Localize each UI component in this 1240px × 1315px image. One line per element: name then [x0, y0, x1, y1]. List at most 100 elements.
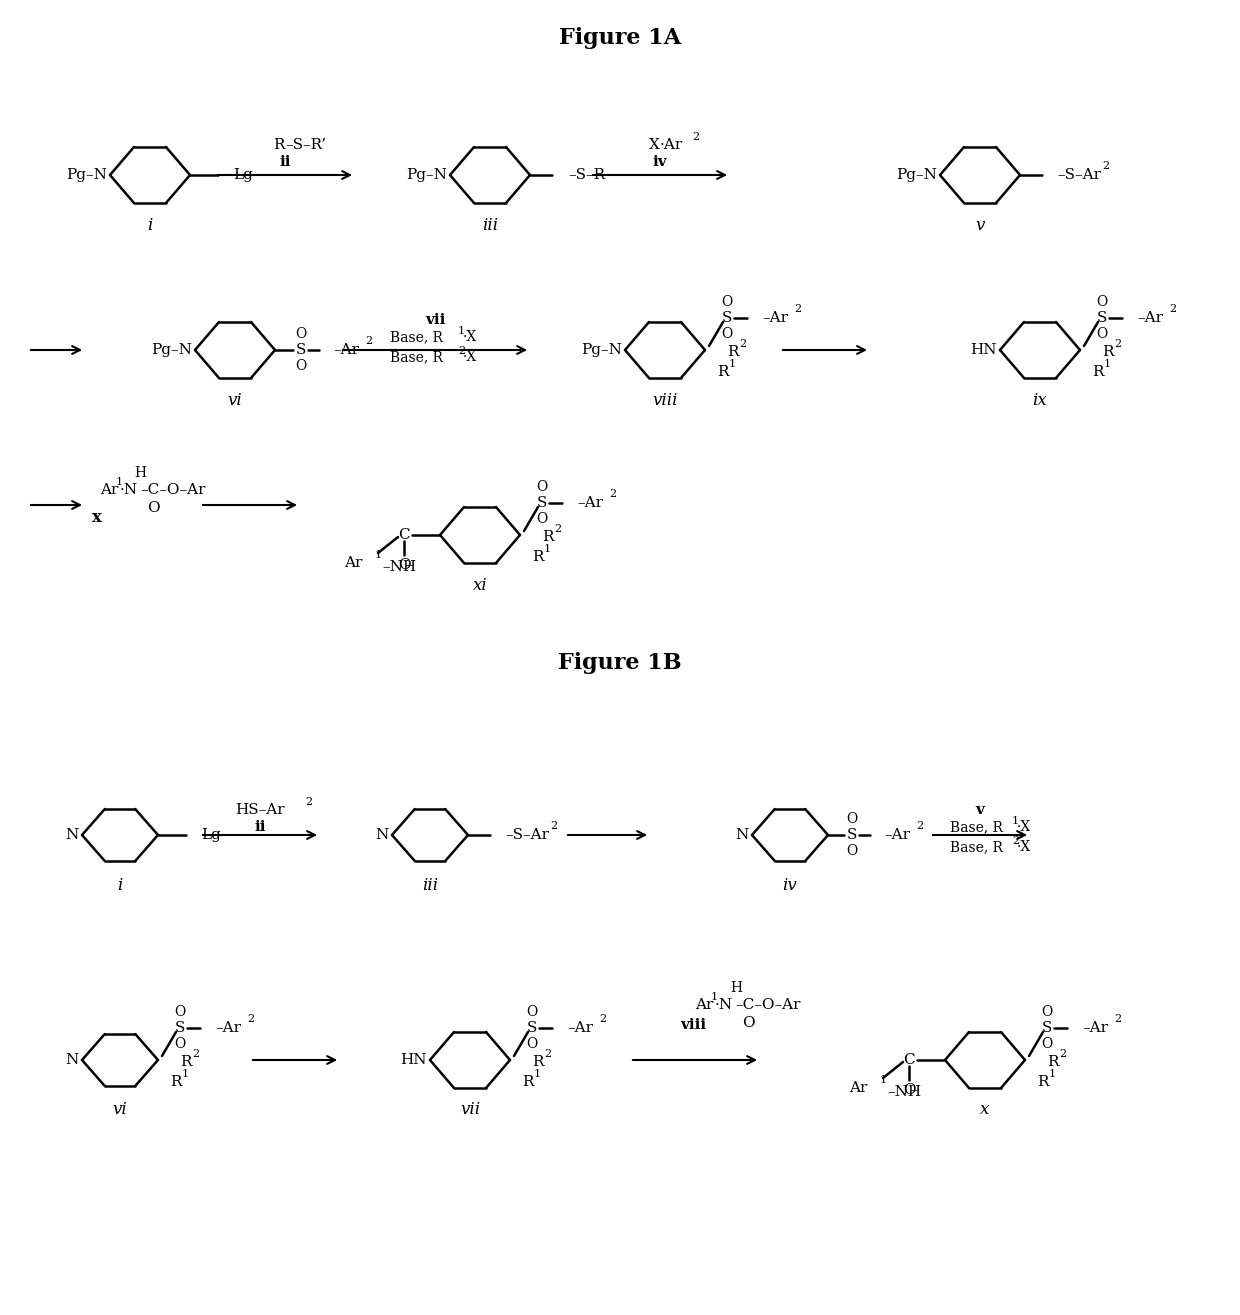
Text: R: R [522, 1074, 533, 1089]
Text: H: H [730, 981, 742, 995]
Text: 2: 2 [1059, 1049, 1066, 1059]
Text: 2: 2 [1114, 1014, 1121, 1024]
Text: Base, R: Base, R [950, 840, 1003, 853]
Text: R: R [727, 345, 739, 359]
Text: i: i [148, 217, 153, 234]
Text: 2: 2 [916, 821, 923, 831]
Text: R: R [180, 1055, 191, 1069]
Text: vi: vi [113, 1102, 128, 1119]
Text: –Ar: –Ar [567, 1020, 593, 1035]
Text: S: S [527, 1020, 537, 1035]
Text: HS–Ar: HS–Ar [236, 803, 285, 817]
Text: 2: 2 [1012, 836, 1019, 846]
Text: ix: ix [1033, 392, 1048, 409]
Text: 2: 2 [554, 523, 562, 534]
Text: O: O [903, 1084, 915, 1097]
Text: Lg: Lg [201, 828, 221, 842]
Text: Ar: Ar [694, 998, 713, 1013]
Text: O: O [722, 327, 733, 341]
Text: 1: 1 [1049, 1069, 1056, 1080]
Text: S: S [722, 312, 732, 325]
Text: vii: vii [425, 313, 445, 327]
Text: v: v [976, 803, 985, 817]
Text: 1: 1 [711, 992, 718, 1002]
Text: R: R [1047, 1055, 1059, 1069]
Text: N: N [66, 828, 79, 842]
Text: O: O [398, 558, 410, 572]
Text: –NH: –NH [382, 560, 417, 575]
Text: Pg–N: Pg–N [897, 168, 937, 181]
Text: Base, R: Base, R [391, 350, 443, 364]
Text: S: S [175, 1020, 185, 1035]
Text: O: O [847, 844, 858, 857]
Text: 1: 1 [182, 1069, 190, 1080]
Text: X: X [649, 138, 660, 153]
Text: C: C [903, 1053, 915, 1066]
Text: 2: 2 [551, 821, 557, 831]
Text: S: S [537, 496, 547, 510]
Text: ·X: ·X [463, 350, 477, 364]
Text: Pg–N: Pg–N [151, 343, 192, 356]
Text: R: R [532, 1055, 543, 1069]
Text: iii: iii [482, 217, 498, 234]
Text: –Ar: –Ar [763, 312, 787, 325]
Text: viii: viii [680, 1018, 706, 1032]
Text: 1: 1 [1104, 359, 1111, 370]
Text: 2: 2 [365, 337, 372, 346]
Text: R: R [274, 138, 285, 153]
Text: –S–Ar: –S–Ar [505, 828, 549, 842]
Text: Figure 1B: Figure 1B [558, 652, 682, 675]
Text: S: S [1097, 312, 1107, 325]
Text: O: O [1096, 295, 1107, 309]
Text: –S–Ar: –S–Ar [1056, 168, 1101, 181]
Text: S: S [1042, 1020, 1053, 1035]
Text: 1: 1 [729, 359, 737, 370]
Text: –Ar: –Ar [1083, 1020, 1109, 1035]
Text: –C–O–Ar: –C–O–Ar [140, 483, 206, 497]
Text: Ar: Ar [100, 483, 118, 497]
Text: iii: iii [422, 877, 438, 893]
Text: 2: 2 [544, 1049, 551, 1059]
Text: O: O [537, 512, 548, 526]
Text: –S–R: –S–R [568, 168, 605, 181]
Text: ·N: ·N [120, 483, 138, 497]
Text: N: N [66, 1053, 79, 1066]
Text: Base, R: Base, R [950, 821, 1003, 834]
Text: Ar: Ar [848, 1081, 867, 1095]
Text: R: R [170, 1074, 181, 1089]
Text: vii: vii [460, 1102, 480, 1119]
Text: O: O [146, 501, 159, 515]
Text: Base, R: Base, R [391, 330, 443, 345]
Text: i: i [118, 877, 123, 893]
Text: –Ar: –Ar [884, 828, 910, 842]
Text: R: R [1092, 366, 1104, 379]
Text: ii: ii [254, 821, 265, 834]
Text: O: O [537, 480, 548, 494]
Text: R: R [1037, 1074, 1049, 1089]
Text: O: O [295, 359, 306, 373]
Text: ii: ii [279, 155, 290, 170]
Text: C: C [398, 529, 409, 542]
Text: –S–R’: –S–R’ [285, 138, 326, 153]
Text: v: v [976, 217, 985, 234]
Text: O: O [1042, 1005, 1053, 1019]
Text: HN: HN [971, 343, 997, 356]
Text: O: O [847, 811, 858, 826]
Text: N: N [376, 828, 389, 842]
Text: R: R [542, 530, 553, 544]
Text: R: R [717, 366, 729, 379]
Text: O: O [526, 1038, 538, 1051]
Text: viii: viii [652, 392, 678, 409]
Text: 2: 2 [692, 132, 699, 142]
Text: HN: HN [401, 1053, 427, 1066]
Text: 2: 2 [458, 346, 465, 356]
Text: 1: 1 [458, 326, 465, 337]
Text: 2: 2 [609, 489, 616, 498]
Text: 1: 1 [1012, 817, 1019, 826]
Text: Pg–N: Pg–N [66, 168, 107, 181]
Text: ·Ar: ·Ar [660, 138, 683, 153]
Text: Figure 1A: Figure 1A [559, 28, 681, 49]
Text: O: O [295, 327, 306, 341]
Text: O: O [722, 295, 733, 309]
Text: 2: 2 [599, 1014, 606, 1024]
